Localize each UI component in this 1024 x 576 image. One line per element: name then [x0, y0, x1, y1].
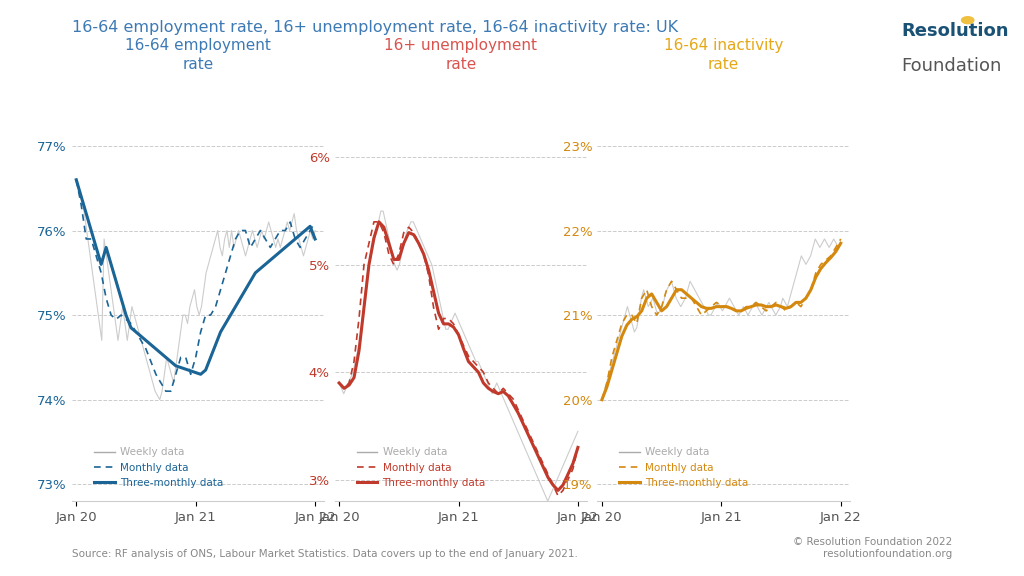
Text: 16-64 employment rate, 16+ unemployment rate, 16-64 inactivity rate: UK: 16-64 employment rate, 16+ unemployment …: [72, 20, 678, 35]
Text: 16-64 employment
rate: 16-64 employment rate: [125, 38, 271, 72]
Text: © Resolution Foundation 2022
resolutionfoundation.org: © Resolution Foundation 2022 resolutionf…: [793, 537, 952, 559]
Text: Source: RF analysis of ONS, Labour Market Statistics. Data covers up to the end : Source: RF analysis of ONS, Labour Marke…: [72, 549, 578, 559]
Legend: Weekly data, Monthly data, Three-monthly data: Weekly data, Monthly data, Three-monthly…: [615, 443, 753, 492]
Text: 16-64 inactivity
rate: 16-64 inactivity rate: [664, 38, 783, 72]
Legend: Weekly data, Monthly data, Three-monthly data: Weekly data, Monthly data, Three-monthly…: [352, 443, 489, 492]
Text: 16+ unemployment
rate: 16+ unemployment rate: [384, 38, 538, 72]
Text: Resolution: Resolution: [901, 22, 1009, 40]
Text: Foundation: Foundation: [901, 57, 1001, 75]
Legend: Weekly data, Monthly data, Three-monthly data: Weekly data, Monthly data, Three-monthly…: [89, 443, 227, 492]
